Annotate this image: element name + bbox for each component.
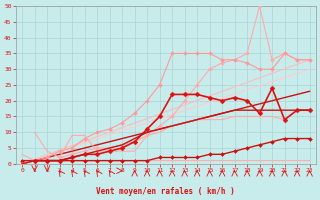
X-axis label: Vent moyen/en rafales ( km/h ): Vent moyen/en rafales ( km/h ) <box>96 187 235 196</box>
